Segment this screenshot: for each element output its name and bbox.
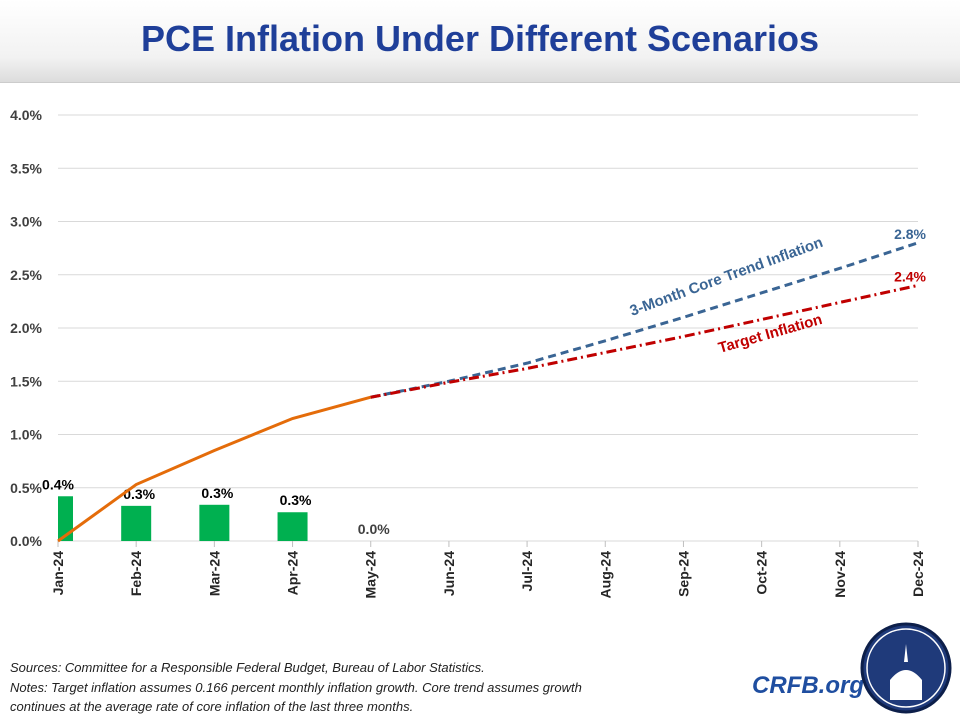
bar-data-label: 0.0% xyxy=(358,521,390,537)
y-tick-label: 1.0% xyxy=(10,427,42,443)
y-tick-label: 0.0% xyxy=(10,533,42,549)
x-tick-label: Jul-24 xyxy=(519,551,535,592)
y-tick-label: 4.0% xyxy=(10,107,42,123)
x-tick-label: Jan-24 xyxy=(50,551,66,596)
series-name-label: 3-Month Core Trend Inflation xyxy=(628,234,826,320)
x-tick-label: Jun-24 xyxy=(441,551,457,596)
y-tick-label: 2.0% xyxy=(10,320,42,336)
crfb-logo xyxy=(860,622,952,714)
bar xyxy=(199,504,230,541)
x-tick-label: Sep-24 xyxy=(675,551,691,597)
x-tick-label: Dec-24 xyxy=(910,551,926,597)
chart-area: 0.0% 0.5% 1.0% 1.5% 2.0% 2.5% 3.0% 3.5% 4.0% Jan-… xyxy=(10,107,926,599)
bar xyxy=(121,505,152,541)
series-line xyxy=(57,395,372,543)
bar-data-label: 0.3% xyxy=(123,486,155,502)
bar-data-label: 0.3% xyxy=(201,485,233,501)
series-end-label: 2.8% xyxy=(894,226,926,242)
bar-data-label: 0.4% xyxy=(42,476,74,492)
notes-line-1: Notes: Target inflation assumes 0.166 pe… xyxy=(10,680,582,695)
x-tick-label: Feb-24 xyxy=(128,551,144,596)
x-tick-label: Apr-24 xyxy=(285,551,301,596)
series-end-label: 2.4% xyxy=(894,268,926,284)
y-tick-label: 3.5% xyxy=(10,160,42,176)
bar xyxy=(58,496,73,541)
notes-line-2: continues at the average rate of core in… xyxy=(10,699,414,714)
site-link[interactable]: CRFB.org xyxy=(752,672,864,699)
x-tick-label: May-24 xyxy=(363,551,379,599)
header-banner xyxy=(0,0,960,83)
series-line xyxy=(370,241,919,399)
x-tick-label: Oct-24 xyxy=(754,551,770,595)
y-tick-label: 2.5% xyxy=(10,267,42,283)
x-tick-label: Nov-24 xyxy=(832,551,848,598)
bar xyxy=(277,512,308,541)
y-tick-label: 3.0% xyxy=(10,214,42,230)
bar-data-label: 0.3% xyxy=(280,492,312,508)
series-line xyxy=(370,283,919,399)
sources-note: Sources: Committee for a Responsible Fed… xyxy=(10,660,485,675)
x-tick-label: Mar-24 xyxy=(206,551,222,596)
y-tick-label: 0.5% xyxy=(10,480,42,496)
x-tick-label: Aug-24 xyxy=(597,551,613,599)
chart-title: PCE Inflation Under Different Scenarios xyxy=(140,18,820,59)
y-tick-label: 1.5% xyxy=(10,373,42,389)
